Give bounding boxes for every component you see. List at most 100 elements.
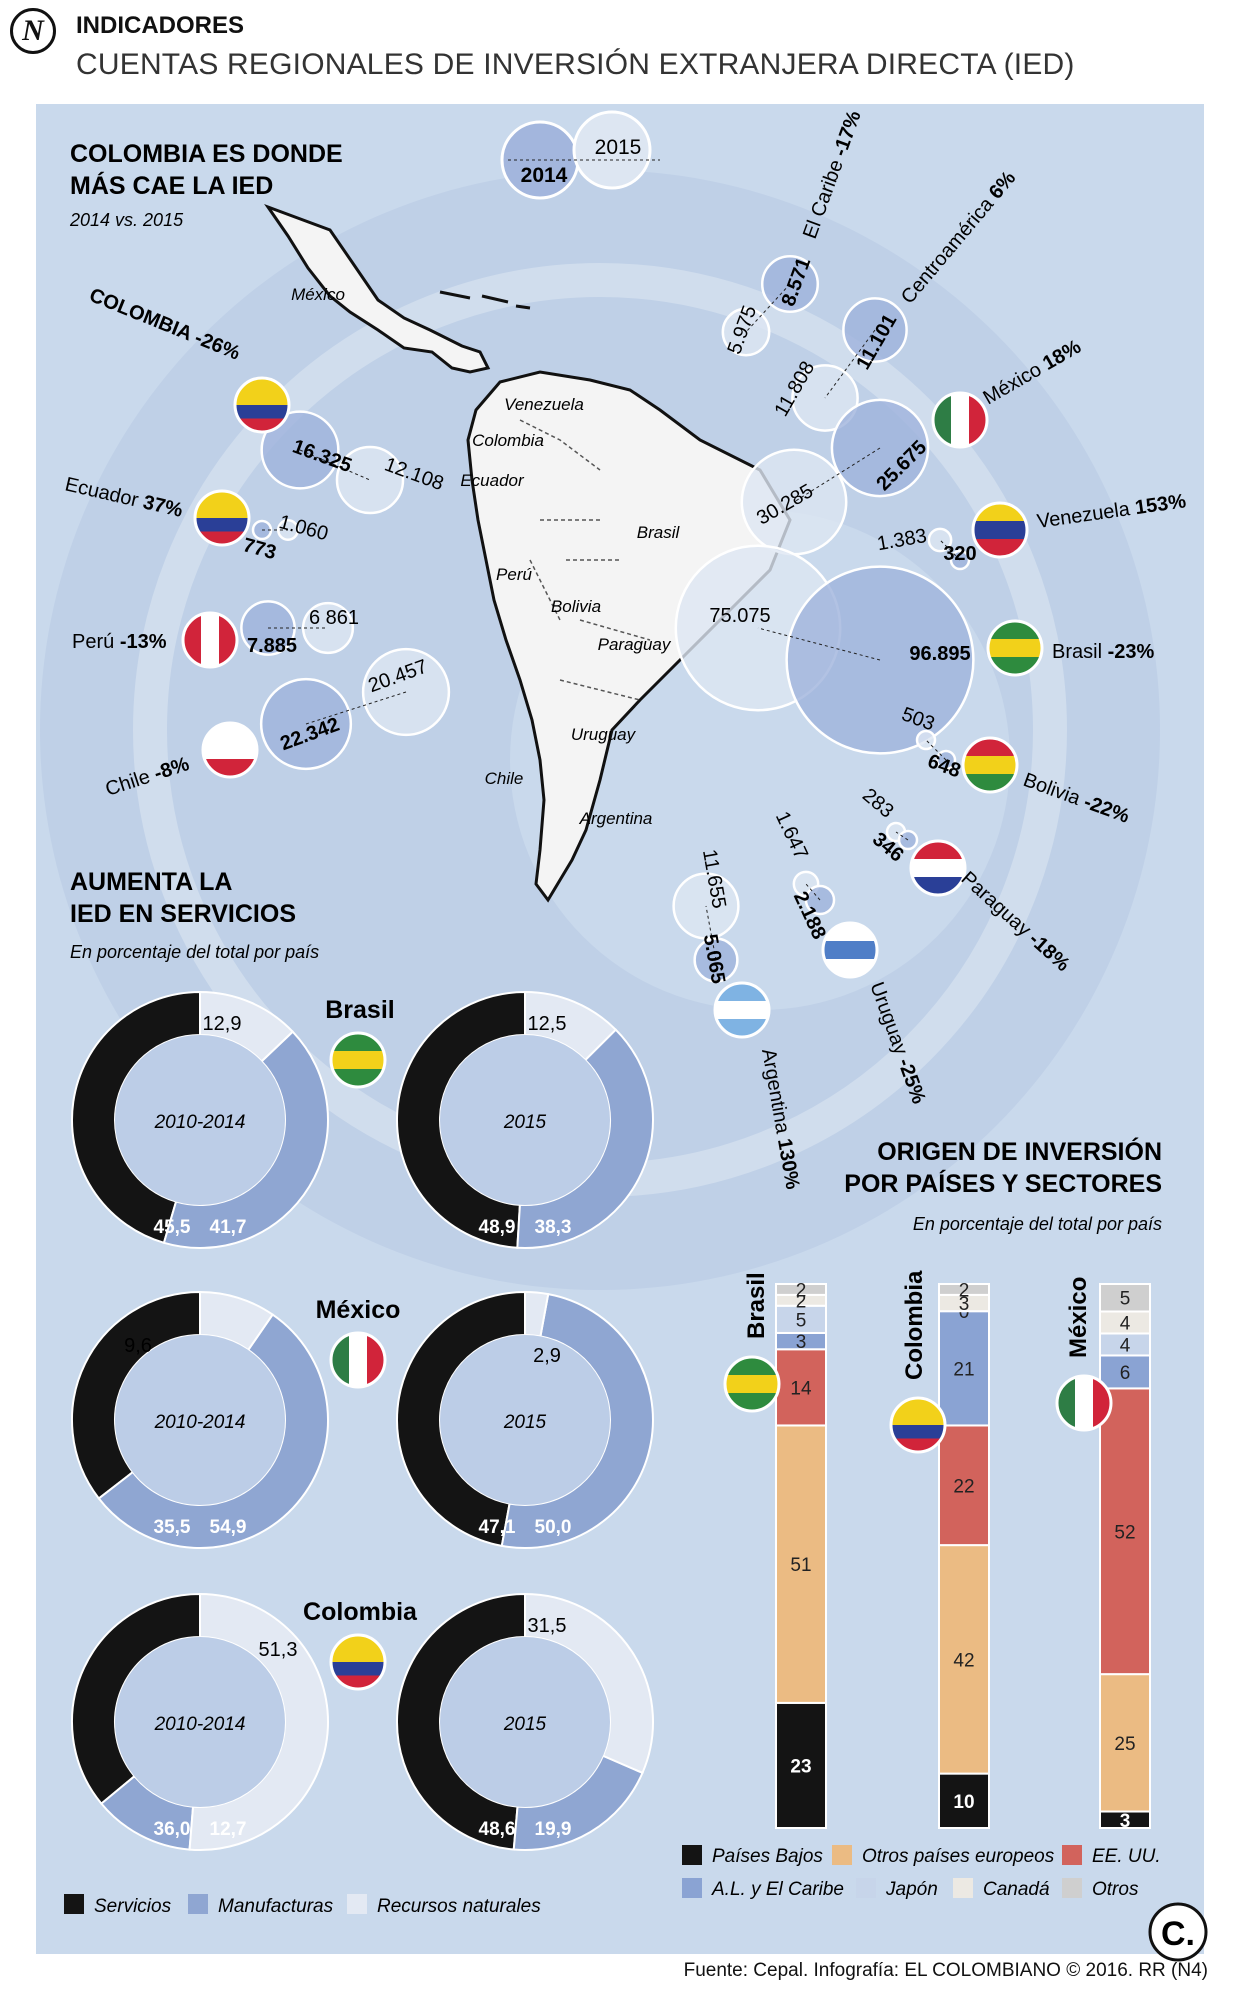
colombia-flag-icon: [329, 1633, 387, 1691]
services-title-line-1: AUMENTA LA: [70, 868, 232, 896]
legend-label: Otros países europeos: [862, 1846, 1055, 1867]
bubble-group-brasil: 96.895 75.075 Brasil -23%: [674, 544, 1154, 755]
colombia-flag-icon: [233, 376, 291, 434]
year-legend: 2014 2015: [500, 110, 660, 200]
donut-hole: [440, 1335, 610, 1505]
map-title-line-1: COLOMBIA ES DONDE: [70, 140, 343, 168]
bar-value: 4: [1120, 1313, 1131, 1334]
donut-hole: [440, 1637, 610, 1807]
label-servicios: 48,9: [479, 1217, 516, 1238]
services-legend: Servicios Manufacturas Recursos naturales: [64, 1894, 541, 1917]
bar-value: 5: [796, 1310, 807, 1331]
bar-country-title: México: [1065, 1277, 1092, 1358]
bar-colombia: 10 42 22 21 032 Colombia: [889, 1270, 990, 1829]
legend-label: Recursos naturales: [377, 1896, 541, 1917]
donut-period: 2015: [503, 1412, 547, 1433]
donut-hole: [440, 1035, 610, 1205]
map-label-4: Brasil: [637, 523, 681, 542]
bar-value: 14: [790, 1378, 812, 1399]
bar-value: 3: [1120, 1811, 1131, 1832]
bubble-2015: [721, 307, 771, 357]
map-label-7: Paraguay: [598, 635, 672, 654]
paraguay-flag-icon: [909, 839, 967, 897]
bar-value: 21: [953, 1359, 974, 1380]
bolivia-flag-icon: [961, 736, 1019, 794]
header: N INDICADORES CUENTAS REGIONALES DE INVE…: [0, 0, 1236, 95]
donut-brasil-2015: 2015 48,9 38,3 12,5: [396, 990, 654, 1249]
bubble-connector: [895, 831, 909, 841]
bubble-connector: [793, 447, 881, 503]
bar-value: 23: [790, 1756, 811, 1777]
bubble-2015: [915, 729, 937, 751]
bar-value: 25: [1114, 1734, 1135, 1755]
label-manufacturas: 50,0: [535, 1517, 572, 1538]
latin-america-map: México Venezuela Colombia Ecuador Brasil Perú…: [264, 203, 792, 903]
bar-segment-otros: [1099, 1283, 1151, 1313]
perú-flag-icon: [181, 611, 239, 669]
label-recursos: 12,9: [203, 1013, 242, 1035]
country-change: 153%: [1134, 490, 1188, 519]
value-2015: 6 861: [309, 607, 359, 629]
bar-segment-ee--uu-: [1099, 1387, 1151, 1676]
label-recursos: 2,9: [533, 1345, 561, 1367]
legend-swatch: [347, 1894, 367, 1914]
donut-méxico-2010-2014: 2010-2014 35,5 54,9 9,6: [71, 1290, 329, 1549]
bar-segment-países-bajos: [938, 1772, 990, 1829]
bubble-2015: [301, 601, 355, 655]
argentina-flag-icon: [713, 981, 771, 1039]
legend-label: A.L. y El Caribe: [711, 1879, 844, 1900]
label-servicios: 45,5: [154, 1217, 191, 1238]
legend-label: EE. UU.: [1092, 1846, 1161, 1867]
bar-country-title: Colombia: [901, 1270, 928, 1380]
label-recursos: 9,6: [124, 1335, 152, 1357]
legend-swatch: [1062, 1845, 1082, 1865]
value-2014: 7.885: [247, 635, 297, 657]
country-change-label: Perú -13%: [72, 631, 167, 653]
brasil-flag-icon: [329, 1031, 387, 1089]
donut-period: 2010-2014: [154, 1714, 246, 1735]
bar-segment-otros: [938, 1283, 990, 1296]
caribbean-islands: [439, 290, 531, 310]
label-servicios: 36,0: [154, 1819, 191, 1840]
map-label-2: Colombia: [472, 431, 544, 450]
n-logo: N: [10, 8, 56, 54]
country-change-label: Centroamérica 6%: [897, 167, 1020, 308]
bar-segment-ee--uu-: [938, 1424, 990, 1547]
map-label-10: Argentina: [579, 809, 653, 828]
legend-swatch: [188, 1894, 208, 1914]
bar-value: 51: [790, 1555, 811, 1576]
map-label-9: Chile: [485, 769, 524, 788]
legend-label: Japón: [885, 1879, 938, 1900]
country-name: Perú: [72, 631, 120, 653]
legend-swatch: [682, 1878, 702, 1898]
legend-2015: 2015: [595, 136, 642, 159]
bar-country-title: Brasil: [743, 1272, 770, 1339]
bubble-connector: [925, 739, 947, 761]
legend-swatch: [856, 1878, 876, 1898]
origin-subtitle: En porcentaje del total por país: [913, 1214, 1162, 1234]
legend-swatch: [1062, 1878, 1082, 1898]
brasil-flag-icon: [986, 619, 1044, 677]
bubble-connector: [939, 539, 961, 561]
donut-méxico-2015: 2015 47,1 50,0 2,9: [396, 1290, 654, 1549]
country-name: Brasil: [1052, 641, 1108, 663]
legend-swatch: [682, 1845, 702, 1865]
bar-segment-países-bajos: [775, 1701, 827, 1830]
map-title-line-2: MÁS CAE LA IED: [70, 171, 273, 200]
donut-country-title: Colombia: [303, 1598, 418, 1626]
bubble-2015: [335, 445, 405, 515]
value-2015: 75.075: [709, 605, 770, 627]
country-borders: [519, 419, 651, 701]
legend-swatch: [953, 1878, 973, 1898]
el-colombiano-logo: C.: [1148, 1902, 1208, 1962]
section-label: INDICADORES: [76, 12, 245, 39]
legend-label: Canadá: [983, 1879, 1050, 1900]
brasil-flag-icon: [723, 1355, 781, 1413]
country-change: -17%: [829, 108, 866, 160]
donut-period: 2010-2014: [154, 1412, 246, 1433]
bar-value: 6: [1120, 1363, 1131, 1384]
